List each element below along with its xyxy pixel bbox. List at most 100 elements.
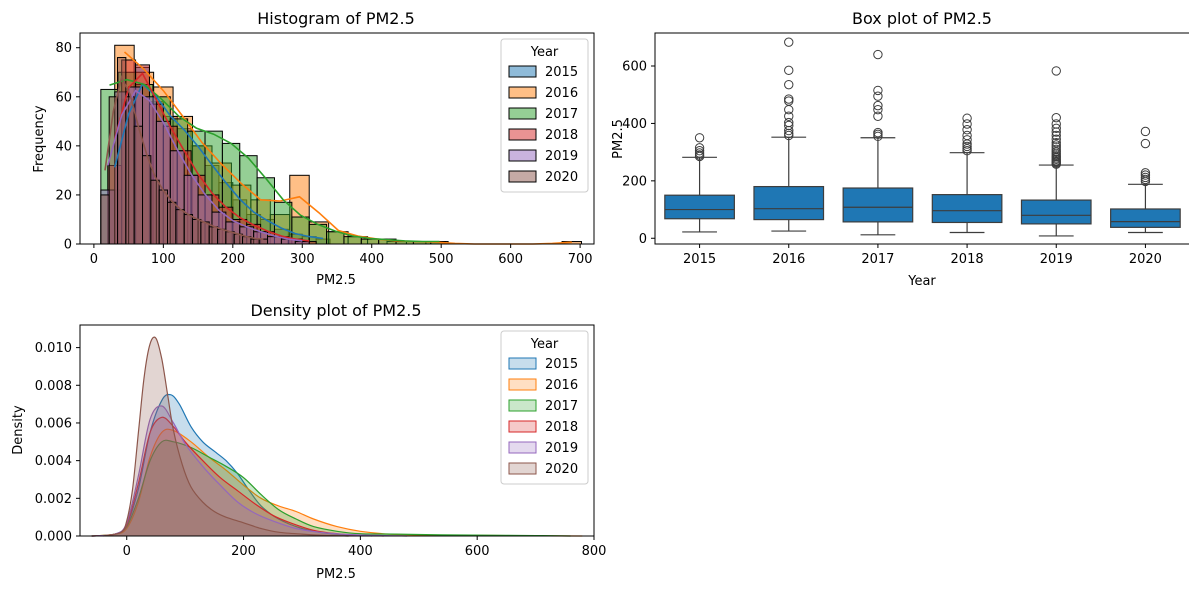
legend-swatch [508, 399, 537, 412]
x-tick-label: 2020 [1129, 252, 1162, 267]
boxplot-axes-frame [654, 32, 1189, 245]
histogram-x-label: PM2.5 [316, 273, 356, 288]
y-tick-label: 0.010 [35, 341, 72, 356]
box-outlier [1051, 140, 1061, 150]
box-outlier [1051, 112, 1061, 123]
legend-swatch [508, 86, 537, 99]
histogram-bar [100, 194, 110, 245]
box-outlier [1140, 168, 1151, 178]
histogram-kde-line [113, 72, 310, 242]
box-2017 [842, 49, 914, 236]
box-outlier [962, 119, 972, 129]
box-2020 [1110, 126, 1181, 234]
box-2019 [1020, 66, 1092, 237]
y-tick-label: 400 [622, 117, 647, 132]
legend-label: 2019 [545, 149, 578, 164]
density-area-2017 [91, 440, 571, 536]
y-tick-label: 0.004 [35, 454, 72, 469]
histogram-legend: Year 2015 2016 2017 2018 2019 2020 [500, 38, 589, 193]
y-tick-label: 0 [64, 238, 72, 253]
y-tick-label: 0.000 [35, 530, 72, 545]
legend-label: 2020 [545, 462, 578, 477]
histogram-bar [150, 179, 160, 245]
legend-swatch [508, 462, 537, 475]
legend-label: 2016 [545, 378, 578, 393]
density-area-2020 [103, 337, 349, 536]
box-outlier [694, 143, 705, 153]
x-tick-label: 200 [220, 252, 245, 267]
box-iqr [1110, 208, 1181, 228]
histogram-bar [167, 201, 177, 245]
x-tick-label: 200 [231, 544, 256, 559]
density-areas [91, 336, 583, 537]
boxplot-panel: Box plot of PM2.5 2015 2016 2017 2018 2019 20… [611, 9, 1189, 289]
box-outlier [1140, 138, 1151, 149]
legend-label: 2019 [545, 441, 578, 456]
y-tick-label: 40 [55, 139, 72, 154]
legend-label: 2015 [545, 357, 578, 372]
histogram-bar [183, 214, 194, 245]
box-outlier [1140, 172, 1151, 183]
density-x-ticks: 0 200 400 600 800 [123, 536, 607, 559]
density-line-2018 [91, 416, 384, 537]
box-outlier [1051, 123, 1061, 134]
x-tick-label: 800 [582, 544, 607, 559]
legend-swatch [508, 170, 537, 183]
histogram-kde-line [113, 82, 324, 240]
histogram-bar [200, 221, 210, 245]
x-tick-label: 0 [90, 252, 98, 267]
box-outlier [1051, 137, 1061, 148]
box-outlier [1140, 126, 1151, 137]
legend-swatch [508, 378, 537, 391]
density-line-2015 [91, 393, 373, 537]
box-iqr [1020, 199, 1092, 225]
x-tick-label: 2017 [861, 252, 894, 267]
box-outlier [784, 111, 794, 121]
box-outlier [784, 94, 794, 104]
box-outlier [873, 100, 883, 111]
boxplot-y-label: PM2.5 [611, 119, 626, 159]
histogram-bar [250, 238, 260, 245]
histogram-bar [175, 209, 185, 245]
histogram-panel: Histogram of PM2.5 0 100 200 300 400 500 600 70… [32, 9, 595, 288]
x-tick-label: 2019 [1040, 252, 1073, 267]
boxplot-x-ticks: 2015 2016 2017 2018 2019 2020 [683, 244, 1162, 267]
histogram-kde-line [109, 78, 440, 243]
y-tick-label: 0 [639, 232, 647, 247]
histogram-bar [258, 238, 269, 245]
box-outlier [784, 117, 794, 128]
histogram-bar [343, 236, 362, 245]
legend-swatch [508, 128, 537, 141]
histogram-bar [208, 226, 219, 245]
legend-title: Year [530, 45, 559, 60]
box-iqr [842, 187, 914, 223]
density-y-ticks: 0.000 0.002 0.004 0.006 0.008 0.010 [35, 341, 80, 545]
density-area-2018 [91, 417, 384, 536]
x-tick-label: 500 [429, 252, 454, 267]
box-outlier [784, 120, 794, 131]
box-2015 [664, 133, 735, 233]
histogram-bar [192, 218, 202, 245]
x-tick-label: 600 [498, 252, 523, 267]
y-tick-label: 80 [55, 41, 72, 56]
legend-swatch [508, 65, 537, 78]
box-outlier [962, 113, 972, 123]
y-tick-label: 0.006 [35, 416, 72, 431]
box-outlier [694, 148, 705, 158]
box-outlier [784, 79, 794, 90]
legend-title: Year [530, 337, 559, 352]
histogram-bar [225, 231, 235, 245]
box-outlier [962, 130, 972, 141]
legend-swatch [508, 420, 537, 433]
histogram-bar [108, 96, 119, 245]
box-outlier [784, 65, 794, 76]
legend-label: 2017 [545, 399, 578, 414]
box-outlier [1051, 119, 1061, 129]
box-outlier [873, 127, 883, 138]
density-panel: Density plot of PM2.5 0 200 400 600 800 0.00… [11, 301, 606, 582]
legend-label: 2018 [545, 420, 578, 435]
histogram-bar [133, 125, 144, 245]
x-tick-label: 2015 [683, 252, 716, 267]
x-tick-label: 300 [290, 252, 315, 267]
